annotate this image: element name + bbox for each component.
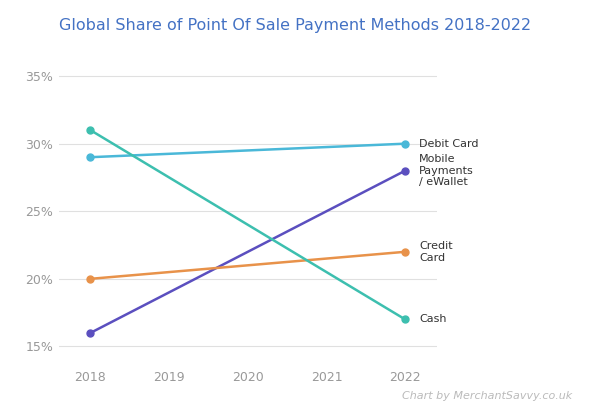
Text: Cash: Cash	[419, 315, 447, 324]
Text: Chart by MerchantSavvy.co.uk: Chart by MerchantSavvy.co.uk	[402, 391, 572, 401]
Text: Debit Card: Debit Card	[419, 139, 478, 149]
Text: Global Share of Point Of Sale Payment Methods 2018-2022: Global Share of Point Of Sale Payment Me…	[59, 18, 531, 33]
Text: Credit
Card: Credit Card	[419, 241, 453, 263]
Text: Mobile
Payments
/ eWallet: Mobile Payments / eWallet	[419, 154, 474, 187]
